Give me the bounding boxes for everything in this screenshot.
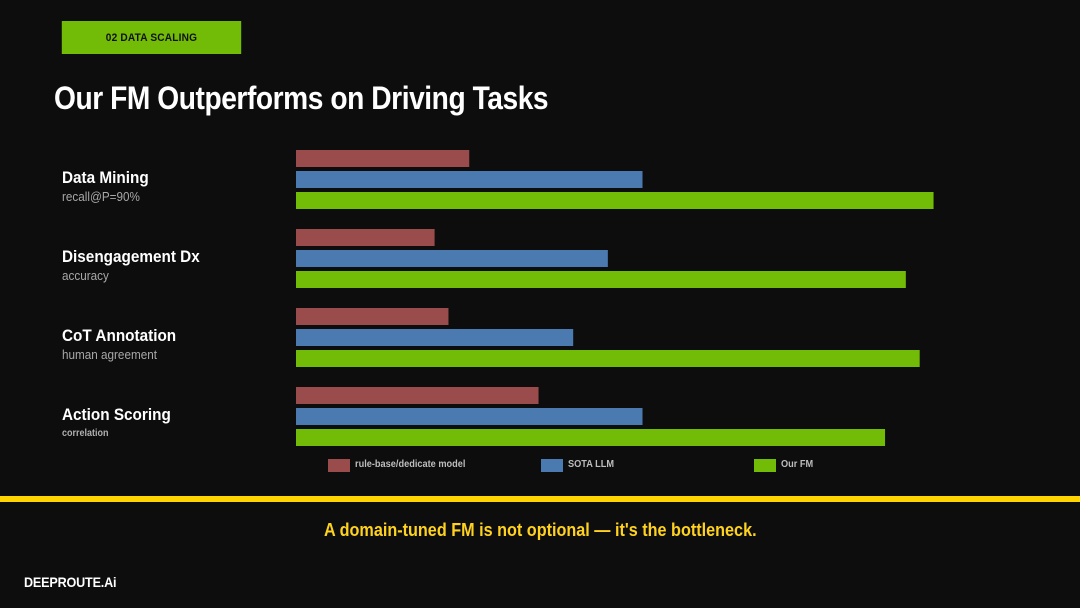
task-label-data-mining: Data Mining recall@P=90% — [62, 168, 149, 206]
company-logo: DEEPROUTE.Ai — [24, 574, 117, 590]
legend-label-our-fm: Our FM — [781, 459, 814, 470]
task-label-cot-annotation: CoT Annotation human agreement — [62, 326, 176, 364]
task-name: Action Scoring — [62, 405, 171, 424]
task-label-action-scoring: Action Scoring correlation — [62, 405, 171, 443]
bar-sota-llm-3 — [296, 408, 643, 425]
task-label-disengagement-dx: Disengagement Dx accuracy — [62, 247, 200, 285]
bar-rule-base-dedicate-model-1 — [296, 229, 435, 246]
legend-swatch-0 — [328, 459, 350, 472]
section-tag: 02 DATA SCALING — [61, 21, 242, 54]
takeaway-span: A domain-tuned FM is not optional — it's… — [323, 520, 757, 540]
bar-rule-base-dedicate-model-3 — [296, 387, 539, 404]
bar-our-fm-2 — [296, 350, 920, 367]
bar-our-fm-1 — [296, 271, 906, 288]
bar-our-fm-3 — [296, 429, 886, 446]
bar-our-fm-0 — [296, 192, 934, 209]
bar-sota-llm-2 — [296, 329, 574, 346]
bar-sota-llm-0 — [296, 171, 643, 188]
bar-chart — [296, 150, 934, 472]
legend-swatch-1 — [541, 459, 563, 472]
bar-rule-base-dedicate-model-0 — [296, 150, 470, 167]
task-name: Data Mining — [62, 168, 149, 187]
task-name: Disengagement Dx — [62, 247, 200, 266]
task-metric: correlation — [62, 428, 109, 439]
task-metric: human agreement — [62, 347, 157, 362]
task-metric: accuracy — [62, 268, 109, 283]
takeaway-text: A domain-tuned FM is not optional — it's… — [0, 520, 1080, 541]
legend-label-rule-base: rule-base/dedicate model — [355, 459, 466, 470]
legend-swatch-2 — [754, 459, 776, 472]
bar-rule-base-dedicate-model-2 — [296, 308, 449, 325]
page-title: Our FM Outperforms on Driving Tasks — [54, 80, 549, 116]
legend-label-sota-llm: SOTA LLM — [568, 459, 614, 470]
task-metric: recall@P=90% — [62, 189, 140, 204]
task-name: CoT Annotation — [62, 326, 177, 345]
divider-line — [0, 496, 1080, 502]
bar-sota-llm-1 — [296, 250, 608, 267]
